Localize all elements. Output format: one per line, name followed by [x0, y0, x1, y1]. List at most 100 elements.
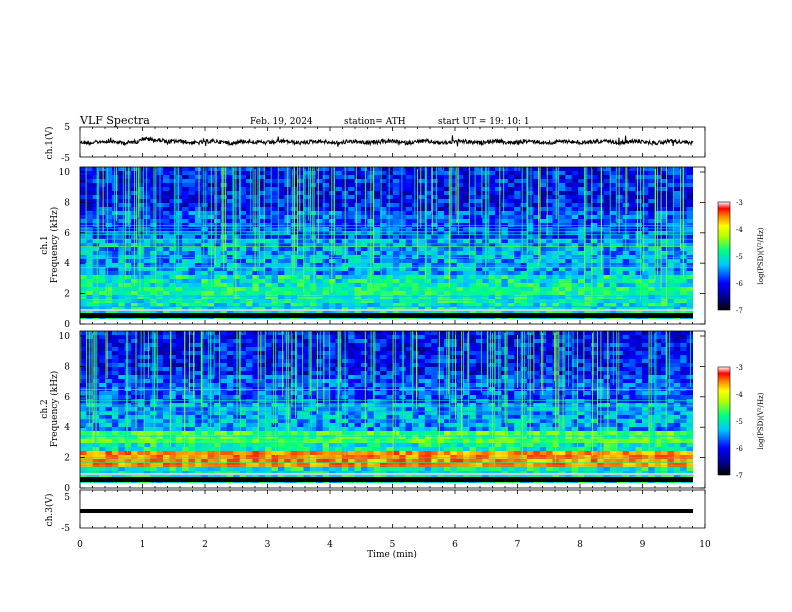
- spectrogram-cell: [635, 235, 643, 240]
- spectrogram-cell: [354, 271, 362, 276]
- spectrogram-cell: [635, 339, 643, 344]
- spectrogram-cell: [443, 243, 451, 248]
- spectrogram-cell: [443, 367, 451, 372]
- spectrogram-cell: [571, 199, 579, 204]
- spectrogram-cell: [182, 243, 190, 248]
- spectrogram-cell: [488, 227, 496, 232]
- spectrogram-cell: [380, 359, 388, 364]
- spectrogram-cell: [558, 295, 566, 300]
- spectrogram-cell: [392, 275, 400, 280]
- spectrogram-cell: [482, 363, 490, 368]
- spectrogram-cell: [539, 175, 547, 180]
- spectrogram-cell: [175, 363, 183, 368]
- spectrogram-cell: [546, 363, 554, 368]
- spectrogram-cell: [488, 191, 496, 196]
- spectrogram-cell: [533, 339, 541, 344]
- spectrogram-cell: [661, 359, 669, 364]
- spectrogram-cell: [526, 183, 534, 188]
- spectrogram-cell: [495, 195, 503, 200]
- spectrogram-cell: [648, 263, 656, 268]
- spectrogram-cell: [169, 271, 177, 276]
- spectrogram-cell: [392, 215, 400, 220]
- spectrogram-cell: [469, 287, 477, 292]
- spectrogram-cell: [309, 335, 317, 340]
- spectrogram-cell: [271, 363, 279, 368]
- spectrogram-cell: [214, 199, 222, 204]
- spectrogram-cell: [188, 195, 196, 200]
- spectrogram-cell: [335, 183, 343, 188]
- spectrogram-cell: [220, 283, 228, 288]
- spectrogram-cell: [622, 283, 630, 288]
- spectrogram-cell: [252, 191, 260, 196]
- spectrogram-cell: [86, 211, 94, 216]
- spectrogram-cell: [399, 267, 407, 272]
- spectrogram-cell: [80, 251, 87, 256]
- spectrogram-cell: [443, 335, 451, 340]
- spectrogram-cell: [188, 295, 196, 300]
- spectrogram-cell: [303, 267, 311, 272]
- spectrogram-cell: [169, 211, 177, 216]
- spectrogram-cell: [277, 219, 285, 224]
- spectrogram-cell: [622, 211, 630, 216]
- spectrogram-cell: [392, 243, 400, 248]
- spectrogram-cell: [316, 275, 324, 280]
- spectrogram-cell: [284, 287, 292, 292]
- spectrogram-cell: [501, 235, 509, 240]
- spectrogram-cell: [341, 299, 349, 304]
- spectrogram-cell: [201, 215, 209, 220]
- spectrogram-cell: [475, 187, 483, 192]
- spectrogram-cell: [501, 187, 509, 192]
- spectrogram-cell: [309, 291, 317, 296]
- spectrogram-cell: [648, 347, 656, 352]
- spectrogram-cell: [86, 259, 94, 264]
- spectrogram-cell: [143, 175, 151, 180]
- spectrogram-cell: [603, 251, 611, 256]
- spectrogram-cell: [163, 303, 170, 308]
- spectrogram-cell: [475, 171, 483, 176]
- spectrogram-cell: [609, 199, 617, 204]
- spectrogram-cell: [92, 303, 100, 308]
- spectrogram-cell: [603, 347, 611, 352]
- spectrogram-cell: [616, 279, 624, 284]
- spectrogram-cell: [290, 303, 298, 308]
- spectrogram-cell: [565, 303, 573, 308]
- spectrogram-cell: [463, 295, 471, 300]
- spectrogram-cell: [443, 175, 451, 180]
- spectrogram-cell: [246, 331, 254, 336]
- spectrogram-cell: [654, 271, 662, 276]
- spectrogram-cell: [456, 299, 464, 304]
- spectrogram-cell: [552, 231, 560, 236]
- spectrogram-cell: [360, 243, 368, 248]
- spectrogram-cell: [348, 275, 356, 280]
- spectrogram-cell: [252, 283, 260, 288]
- spectrogram-cell: [303, 263, 311, 268]
- spectrogram-cell: [386, 231, 394, 236]
- spectrogram-cell: [297, 271, 305, 276]
- spectrogram-cell: [322, 343, 330, 348]
- spectrogram-cell: [539, 203, 547, 208]
- spectrogram-cell: [252, 187, 260, 192]
- spectrogram-cell: [469, 279, 477, 284]
- spectrogram-cell: [380, 347, 388, 352]
- spectrogram-cell: [507, 215, 515, 220]
- spectrogram-cell: [603, 175, 611, 180]
- spectrogram-cell: [297, 171, 305, 176]
- spectrogram-cell: [354, 359, 362, 364]
- spectrogram-cell: [277, 351, 285, 356]
- spectrogram-cell: [437, 367, 445, 372]
- spectrogram-cell: [354, 215, 362, 220]
- spectrogram-cell: [571, 215, 579, 220]
- spectrogram-cell: [137, 275, 145, 280]
- spectrogram-cell: [303, 335, 311, 340]
- spectrogram-cell: [226, 167, 234, 172]
- spectrogram-cell: [501, 183, 509, 188]
- spectrogram-cell: [360, 175, 368, 180]
- spectrogram-cell: [348, 259, 356, 264]
- spectrogram-cell: [443, 343, 451, 348]
- spectrogram-cell: [641, 295, 649, 300]
- spectrogram-cell: [463, 235, 471, 240]
- spectrogram-cell: [635, 231, 643, 236]
- spectrogram-cell: [437, 279, 445, 284]
- spectrogram-cell: [507, 335, 515, 340]
- spectrogram-cell: [661, 303, 669, 308]
